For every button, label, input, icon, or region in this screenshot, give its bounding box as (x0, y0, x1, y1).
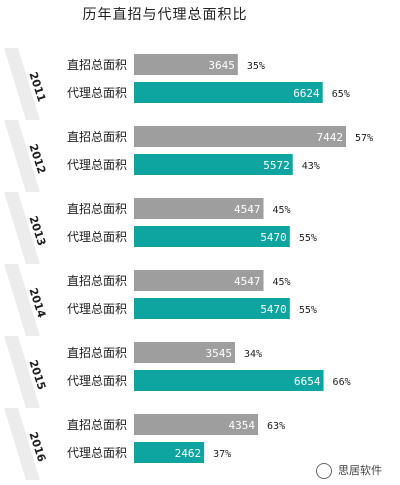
percent-label: 37% (213, 449, 231, 460)
category-label: 直招总面积 (67, 130, 127, 144)
bar (134, 226, 290, 247)
percent-label: 66% (333, 377, 351, 388)
percent-label: 45% (273, 205, 291, 216)
percent-label: 57% (355, 133, 373, 144)
percent-label: 45% (273, 277, 291, 288)
value-label: 4547 (234, 203, 261, 216)
value-label: 2462 (175, 447, 202, 460)
wechat-icon (315, 463, 332, 479)
bar (134, 270, 264, 291)
value-label: 5470 (260, 231, 287, 244)
percent-label: 63% (267, 421, 285, 432)
percent-label: 43% (302, 161, 320, 172)
watermark-text: 思居软件 (338, 464, 382, 477)
percent-label: 65% (332, 89, 350, 100)
category-label: 直招总面积 (67, 418, 127, 432)
year-band (4, 264, 40, 336)
category-label: 代理总面积 (67, 302, 127, 316)
bar (134, 370, 324, 391)
value-label: 7442 (317, 131, 344, 144)
percent-label: 34% (244, 349, 262, 360)
value-label: 4547 (234, 275, 261, 288)
value-label: 4354 (229, 419, 256, 432)
bar (134, 82, 323, 103)
category-label: 代理总面积 (67, 230, 127, 244)
bar (134, 342, 235, 363)
category-label: 直招总面积 (67, 274, 127, 288)
category-label: 直招总面积 (67, 202, 127, 216)
value-label: 5572 (263, 159, 290, 172)
percent-label: 35% (247, 61, 265, 72)
percent-label: 55% (299, 305, 317, 316)
value-label: 3645 (208, 59, 235, 72)
year-band (4, 48, 40, 120)
bar (134, 442, 205, 463)
category-label: 代理总面积 (67, 374, 127, 388)
category-label: 直招总面积 (67, 346, 127, 360)
category-label: 代理总面积 (67, 446, 127, 460)
percent-label: 55% (299, 233, 317, 244)
year-band (4, 120, 40, 192)
year-band (4, 192, 40, 264)
value-label: 3545 (205, 347, 232, 360)
bar (134, 54, 238, 75)
year-band (4, 408, 40, 480)
value-label: 6624 (293, 87, 320, 100)
watermark: 思居软件 (315, 462, 382, 479)
bar (134, 126, 346, 147)
year-band (4, 336, 40, 408)
chart-title: 历年直招与代理总面积比 (82, 7, 248, 23)
category-label: 代理总面积 (67, 86, 127, 100)
value-label: 5470 (260, 303, 287, 316)
category-label: 直招总面积 (67, 58, 127, 72)
bar (134, 298, 290, 319)
value-label: 6654 (294, 375, 321, 388)
category-label: 代理总面积 (67, 158, 127, 172)
bar (134, 414, 259, 435)
bar (134, 198, 264, 219)
bar (134, 154, 293, 175)
